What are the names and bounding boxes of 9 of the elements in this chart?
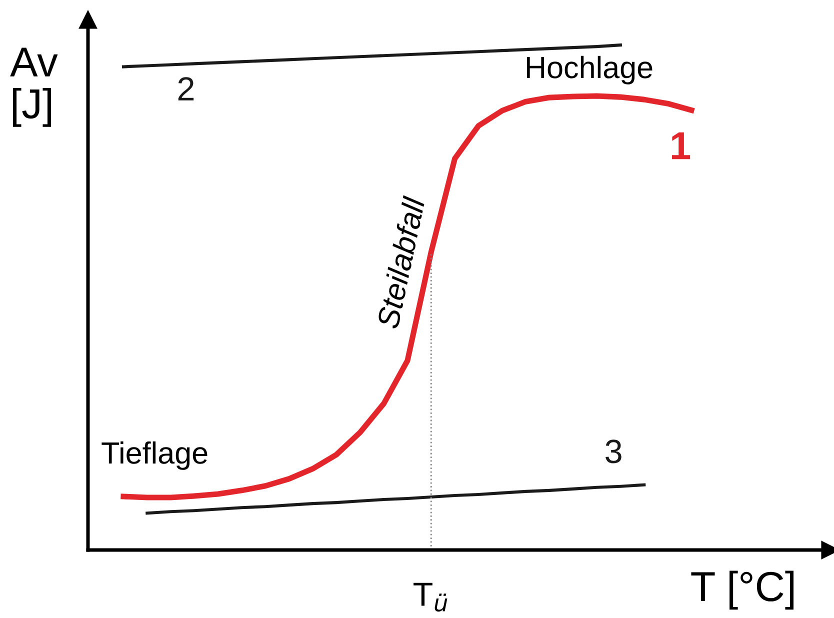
x-axis-title: T [°C]: [691, 570, 794, 610]
text: T$_{ü}$: [414, 582, 448, 612]
annotation: Tieflage: [102, 441, 208, 470]
series-label: 3: [606, 440, 622, 464]
y-axis-title: Av [J]: [10, 48, 58, 127]
series-label: 1: [672, 132, 690, 160]
series-label: 2: [178, 77, 194, 100]
annotation: Hochlage: [526, 56, 652, 84]
annotation: Steilabfall: [376, 195, 426, 330]
